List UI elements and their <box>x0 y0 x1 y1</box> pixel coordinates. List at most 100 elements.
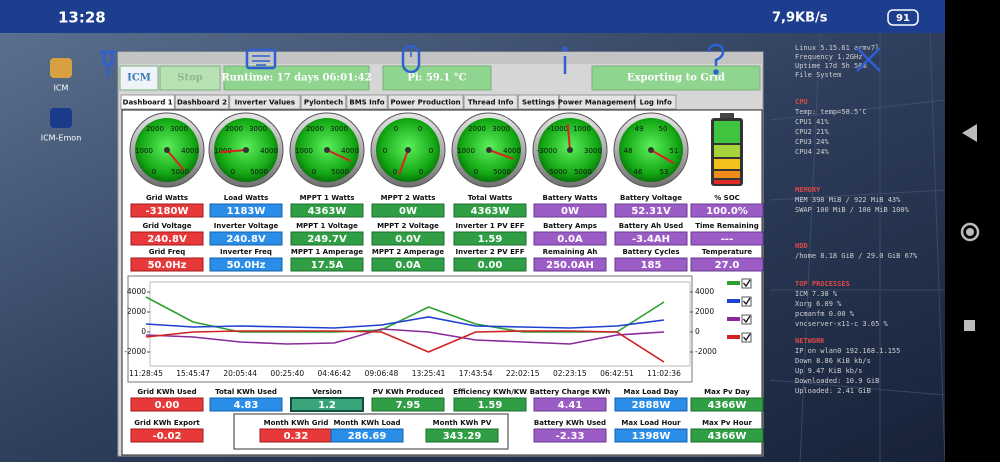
legend-checkbox[interactable] <box>741 296 752 307</box>
pin-icon[interactable] <box>100 50 116 76</box>
stat-value: 52.31V <box>631 206 671 217</box>
gauge-label: 1000 <box>457 147 475 155</box>
section-title: MEMORY <box>795 186 821 194</box>
gauge-label: 5000 <box>331 168 349 176</box>
help-icon[interactable] <box>707 43 725 66</box>
stat-box <box>209 203 283 218</box>
x-tick-label: 11:02:36 <box>647 369 681 378</box>
stat-label: Max Pv Day <box>704 388 750 396</box>
stat-label: Inverter Freq <box>220 248 272 256</box>
stat-label: Inverter Voltage <box>214 222 279 230</box>
stat-label: Battery Charge KWh <box>530 388 611 396</box>
tab-label: Pylontech <box>304 99 343 107</box>
mouse-icon[interactable] <box>401 44 421 74</box>
nav-recent[interactable] <box>964 320 975 331</box>
tab[interactable] <box>559 94 636 110</box>
gauge-label: -3000 <box>537 147 557 155</box>
tab[interactable] <box>387 94 464 110</box>
nav-back[interactable] <box>962 124 977 142</box>
stat-label: PV KWh Produced <box>373 388 444 396</box>
nav-home[interactable] <box>960 222 980 242</box>
system-line: Up 9.47 KiB kb/s <box>795 367 862 375</box>
stat-value: -2.33 <box>556 431 585 442</box>
stat-box <box>371 257 445 272</box>
gauge-label: 0 <box>429 147 433 155</box>
system-line: ICM 7.38 % <box>795 290 838 298</box>
tab-label: Inverter Values <box>235 99 295 107</box>
tab[interactable] <box>300 94 347 110</box>
tab[interactable] <box>635 94 677 110</box>
gauge-label: 3000 <box>584 147 602 155</box>
keyboard-icon[interactable] <box>245 48 277 70</box>
stat-box <box>371 397 445 412</box>
stat-value: 17.5A <box>311 260 344 271</box>
close-icon[interactable] <box>856 47 881 72</box>
gauge-label: 1000 <box>573 125 591 133</box>
x-tick-label: 02:23:15 <box>553 369 587 378</box>
clock: 13:28 <box>58 9 106 27</box>
stat-value: 0.0V <box>395 234 421 245</box>
legend-checkbox[interactable] <box>741 314 752 325</box>
stat-box <box>690 203 764 218</box>
stat-label: Battery Ah Used <box>619 222 683 230</box>
stat-value: 7.95 <box>396 400 421 411</box>
stat-box <box>690 428 764 443</box>
tab[interactable] <box>517 94 560 110</box>
stat-value: 4363W <box>471 206 510 217</box>
gauge-label: 53 <box>660 168 669 176</box>
y-tick-label: 2000 <box>127 307 146 316</box>
y-tick-label: 4000 <box>127 287 146 296</box>
remote-toolbar <box>100 43 881 76</box>
stat-label: MPPT 2 Amperage <box>372 248 444 256</box>
desktop-icon[interactable] <box>50 58 72 78</box>
stat-value: 1183W <box>227 206 266 217</box>
section-title: CPU <box>795 98 808 106</box>
gauge-label: 4000 <box>260 147 278 155</box>
system-line: SWAP 100 MiB / 100 MiB 100% <box>795 206 910 214</box>
toolbar-logo: ICM <box>127 73 151 84</box>
tab[interactable] <box>346 94 388 110</box>
gauge-hub <box>243 147 249 153</box>
series-line <box>145 296 665 333</box>
legend-checkbox[interactable] <box>741 278 752 289</box>
gauge-label: 50 <box>659 125 668 133</box>
stat-box <box>130 203 204 218</box>
x-tick-label: 00:25:40 <box>270 369 304 378</box>
gauge-label: 2000 <box>306 125 324 133</box>
stat-box <box>209 397 283 412</box>
plot-area <box>149 281 691 367</box>
stat-value: 4363W <box>308 206 347 217</box>
x-tick-label: 20:05:44 <box>223 369 257 378</box>
y2-tick-label: 4000 <box>695 287 714 296</box>
gauge-label: 4000 <box>341 147 359 155</box>
stat-box <box>209 257 283 272</box>
stat-value: 1398W <box>632 431 671 442</box>
stat-value: -3.4AH <box>632 234 670 245</box>
stat-value: 100.0% <box>706 206 748 217</box>
battery-segment <box>714 159 740 169</box>
gauge-label: 5000 <box>493 168 511 176</box>
desktop-icon[interactable] <box>50 108 72 128</box>
legend-checkbox[interactable] <box>741 332 752 343</box>
grid-mode: Exporting to Grid <box>627 73 725 84</box>
tab[interactable] <box>120 94 175 110</box>
stop-button-box[interactable] <box>159 65 221 91</box>
tab[interactable] <box>229 94 301 110</box>
legend-swatch <box>727 281 740 285</box>
stat-value: 0.0A <box>557 234 583 245</box>
stat-box <box>130 231 204 246</box>
stat-label: MPPT 1 Amperage <box>291 248 363 256</box>
stat-value: 0.0A <box>395 260 421 271</box>
stat-value: 2888W <box>632 400 671 411</box>
stat-label: MPPT 2 Watts <box>381 194 436 202</box>
stat-box <box>290 203 364 218</box>
stat-box <box>371 231 445 246</box>
stat-box <box>371 203 445 218</box>
stat-box <box>614 257 688 272</box>
gauge-hub <box>486 147 492 153</box>
tab[interactable] <box>174 94 230 110</box>
gauge-label: 0 <box>312 168 316 176</box>
stat-box <box>290 397 364 412</box>
tab[interactable] <box>463 94 518 110</box>
